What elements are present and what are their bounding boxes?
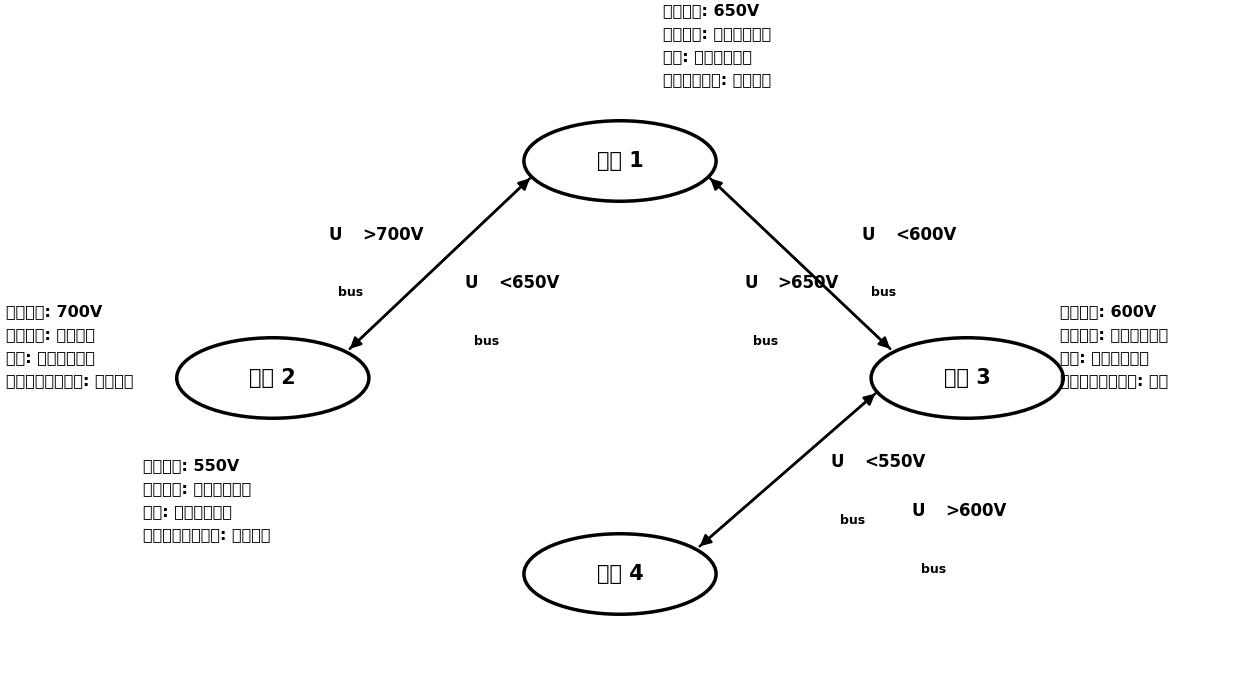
Text: 模式 2: 模式 2 xyxy=(249,368,296,388)
Text: U: U xyxy=(465,274,479,293)
Text: 模式 4: 模式 4 xyxy=(596,564,644,584)
Text: <650V: <650V xyxy=(498,274,560,293)
Text: 参考电压: 700V
储能电池: 限流模式
光伏: 控制母线电压
电动汽车充电模式: 超级快充: 参考电压: 700V 储能电池: 限流模式 光伏: 控制母线电压 电动汽车充电模… xyxy=(6,304,134,388)
Text: 参考电压: 550V
储能电池: 控制母线电压
光伏: 最大功率输出
电动汽车充电模式: 禁止充电: 参考电压: 550V 储能电池: 控制母线电压 光伏: 最大功率输出 电动汽车充… xyxy=(143,458,270,542)
Text: bus: bus xyxy=(920,563,946,576)
Text: bus: bus xyxy=(753,335,779,349)
Text: >650V: >650V xyxy=(777,274,839,293)
Text: 模式 1: 模式 1 xyxy=(596,151,644,171)
Text: 参考电压: 650V
储能电池: 控制母线电压
光伏: 最大功率输出
电动汽车充电: 超级快充: 参考电压: 650V 储能电池: 控制母线电压 光伏: 最大功率输出 电动汽车充… xyxy=(663,4,771,87)
Text: bus: bus xyxy=(474,335,500,349)
Text: bus: bus xyxy=(337,286,363,300)
Text: >600V: >600V xyxy=(945,502,1007,520)
Text: bus: bus xyxy=(839,514,866,527)
Text: <550V: <550V xyxy=(864,453,926,471)
Text: U: U xyxy=(911,502,925,520)
Text: U: U xyxy=(329,225,342,244)
Ellipse shape xyxy=(177,338,370,418)
Ellipse shape xyxy=(523,533,717,615)
Text: <600V: <600V xyxy=(895,225,957,244)
Text: 参考电压: 600V
储能电池: 控制母线电压
光伏: 最大功率输出
电动汽车充电模式: 慢充: 参考电压: 600V 储能电池: 控制母线电压 光伏: 最大功率输出 电动汽车充… xyxy=(1060,304,1168,388)
Ellipse shape xyxy=(870,338,1063,418)
Text: U: U xyxy=(744,274,758,293)
Text: >700V: >700V xyxy=(362,225,424,244)
Text: bus: bus xyxy=(870,286,897,300)
Text: U: U xyxy=(831,453,844,471)
Text: U: U xyxy=(862,225,875,244)
Text: 模式 3: 模式 3 xyxy=(944,368,991,388)
Ellipse shape xyxy=(523,120,717,202)
